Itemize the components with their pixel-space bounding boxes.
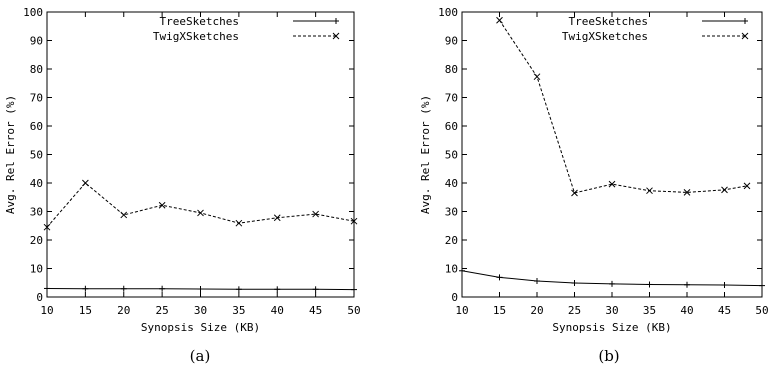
x-tick-label: 50 bbox=[347, 304, 360, 317]
x-axis-label: Synopsis Size (KB) bbox=[552, 321, 671, 334]
x-tick-label: 10 bbox=[40, 304, 53, 317]
data-point-twigxsketches bbox=[496, 16, 503, 24]
x-tick-label: 30 bbox=[194, 304, 207, 317]
x-tick-label: 35 bbox=[643, 304, 656, 317]
y-tick-label: 60 bbox=[445, 120, 458, 133]
y-tick-label: 40 bbox=[30, 177, 43, 190]
data-point-twigxsketches bbox=[43, 223, 51, 231]
data-point-twigxsketches bbox=[571, 189, 578, 197]
data-point-twigxsketches bbox=[683, 189, 691, 196]
x-tick-label: 20 bbox=[530, 304, 543, 317]
y-axis-label: Avg. Rel Error (%) bbox=[419, 95, 432, 214]
y-tick-label: 70 bbox=[30, 92, 43, 105]
plot-frame bbox=[46, 11, 355, 298]
y-tick-label: 30 bbox=[445, 206, 458, 219]
x-tick-label: 45 bbox=[309, 304, 322, 317]
y-tick-label: 0 bbox=[451, 291, 458, 304]
legend-marker-twigxsketches bbox=[741, 32, 749, 40]
y-tick-label: 30 bbox=[30, 206, 43, 219]
data-point-twigxsketches bbox=[197, 209, 204, 217]
y-tick-label: 20 bbox=[445, 234, 458, 247]
data-point-twigxsketches bbox=[350, 217, 358, 225]
plot-frame bbox=[461, 11, 763, 298]
y-tick-label: 10 bbox=[445, 263, 458, 276]
series-line-twigxsketches bbox=[46, 182, 355, 228]
data-point-twigxsketches bbox=[743, 182, 751, 190]
x-axis-label: Synopsis Size (KB) bbox=[141, 321, 260, 334]
legend-label-twigxsketches: TwigXSketches bbox=[562, 30, 648, 43]
x-tick-label: 15 bbox=[79, 304, 92, 317]
y-tick-label: 100 bbox=[438, 6, 458, 19]
data-point-twigxsketches bbox=[158, 201, 166, 209]
legend-label-treesketches: TreeSketches bbox=[160, 15, 239, 28]
y-tick-label: 70 bbox=[445, 92, 458, 105]
x-tick-label: 50 bbox=[755, 304, 768, 317]
y-tick-label: 20 bbox=[30, 234, 43, 247]
x-tick-label: 10 bbox=[455, 304, 468, 317]
data-point-twigxsketches bbox=[120, 211, 128, 219]
legend-label-treesketches: TreeSketches bbox=[569, 15, 648, 28]
x-tick-label: 45 bbox=[718, 304, 731, 317]
legend-marker-twigxsketches bbox=[332, 32, 340, 40]
x-tick-label: 15 bbox=[493, 304, 506, 317]
figure-caption: (a) bbox=[190, 347, 211, 365]
data-point-twigxsketches bbox=[312, 210, 319, 218]
x-tick-label: 25 bbox=[568, 304, 581, 317]
x-tick-label: 35 bbox=[232, 304, 245, 317]
y-tick-label: 50 bbox=[30, 149, 43, 162]
y-tick-label: 40 bbox=[445, 177, 458, 190]
x-tick-label: 20 bbox=[117, 304, 130, 317]
x-tick-label: 40 bbox=[271, 304, 284, 317]
y-tick-label: 80 bbox=[445, 63, 458, 76]
series-line-twigxsketches bbox=[499, 19, 748, 194]
data-point-twigxsketches bbox=[273, 214, 281, 222]
data-point-twigxsketches bbox=[646, 187, 653, 195]
x-tick-label: 25 bbox=[156, 304, 169, 317]
data-point-twigxsketches bbox=[721, 186, 728, 194]
y-tick-label: 10 bbox=[30, 263, 43, 276]
y-tick-label: 90 bbox=[445, 35, 458, 48]
x-tick-label: 40 bbox=[680, 304, 693, 317]
data-point-twigxsketches bbox=[608, 180, 616, 188]
legend-label-twigxsketches: TwigXSketches bbox=[153, 30, 239, 43]
y-axis-label: Avg. Rel Error (%) bbox=[4, 95, 17, 214]
y-tick-label: 90 bbox=[30, 35, 43, 48]
y-tick-label: 60 bbox=[30, 120, 43, 133]
y-tick-label: 100 bbox=[23, 6, 43, 19]
x-tick-label: 30 bbox=[605, 304, 618, 317]
data-point-twigxsketches bbox=[82, 179, 89, 187]
y-tick-label: 0 bbox=[36, 291, 43, 304]
y-tick-label: 80 bbox=[30, 63, 43, 76]
figure-caption: (b) bbox=[598, 347, 619, 365]
y-tick-label: 50 bbox=[445, 149, 458, 162]
data-point-twigxsketches bbox=[533, 73, 541, 81]
data-point-twigxsketches bbox=[235, 219, 243, 227]
